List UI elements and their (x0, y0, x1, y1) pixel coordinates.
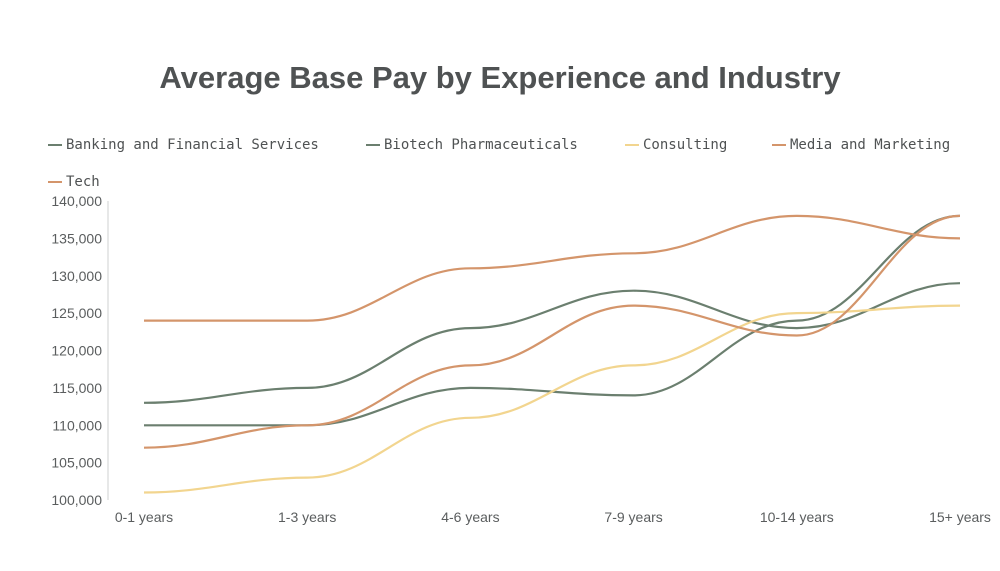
series-line (143, 214, 961, 449)
chart-title: Average Base Pay by Experience and Indus… (159, 60, 841, 95)
legend-swatch (48, 144, 62, 146)
legend-swatch (625, 144, 639, 146)
y-tick-label: 135,000 (51, 230, 102, 246)
x-axis: 0-1 years 1-3 years 4-6 years 7-9 years 10-1… (115, 509, 991, 525)
y-axis: 100,000 105,000 110,000 115,000 120,000 125,0… (51, 193, 102, 508)
series-line (143, 304, 961, 494)
x-tick-label: 7-9 years (604, 509, 662, 525)
x-tick-label: 0-1 years (115, 509, 173, 525)
y-tick-label: 130,000 (51, 268, 102, 284)
legend-swatch (366, 144, 380, 146)
y-tick-label: 100,000 (51, 492, 102, 508)
legend-label: Media and Marketing (790, 137, 951, 153)
x-tick-label: 4-6 years (441, 509, 499, 525)
legend-item: Consulting (625, 137, 727, 153)
y-tick-label: 120,000 (51, 343, 102, 359)
legend-label: Biotech Pharmaceuticals (384, 137, 578, 153)
legend-label: Tech (66, 174, 100, 190)
legend-item: Biotech Pharmaceuticals (366, 137, 578, 153)
legend-swatch (772, 144, 786, 146)
y-tick-label: 110,000 (52, 417, 102, 433)
legend-item: Banking and Financial Services (48, 137, 319, 153)
y-tick-label: 105,000 (51, 455, 102, 471)
legend-item: Tech (48, 174, 100, 190)
legend-item: Media and Marketing (772, 137, 950, 153)
x-tick-label: 1-3 years (278, 509, 336, 525)
legend-label: Consulting (643, 137, 728, 153)
series-group (143, 214, 961, 494)
legend-swatch (48, 181, 62, 183)
series-line (144, 214, 961, 322)
chart-legend: Banking and Financial Services Biotech Ph… (0, 0, 1000, 200)
y-tick-label: 125,000 (51, 305, 102, 321)
x-tick-label: 15+ years (929, 509, 991, 525)
y-tick-label: 140,000 (51, 193, 102, 209)
y-tick-label: 115,000 (52, 380, 102, 396)
x-tick-label: 10-14 years (760, 509, 834, 525)
series-line (143, 282, 961, 404)
legend-label: Banking and Financial Services (66, 137, 319, 153)
